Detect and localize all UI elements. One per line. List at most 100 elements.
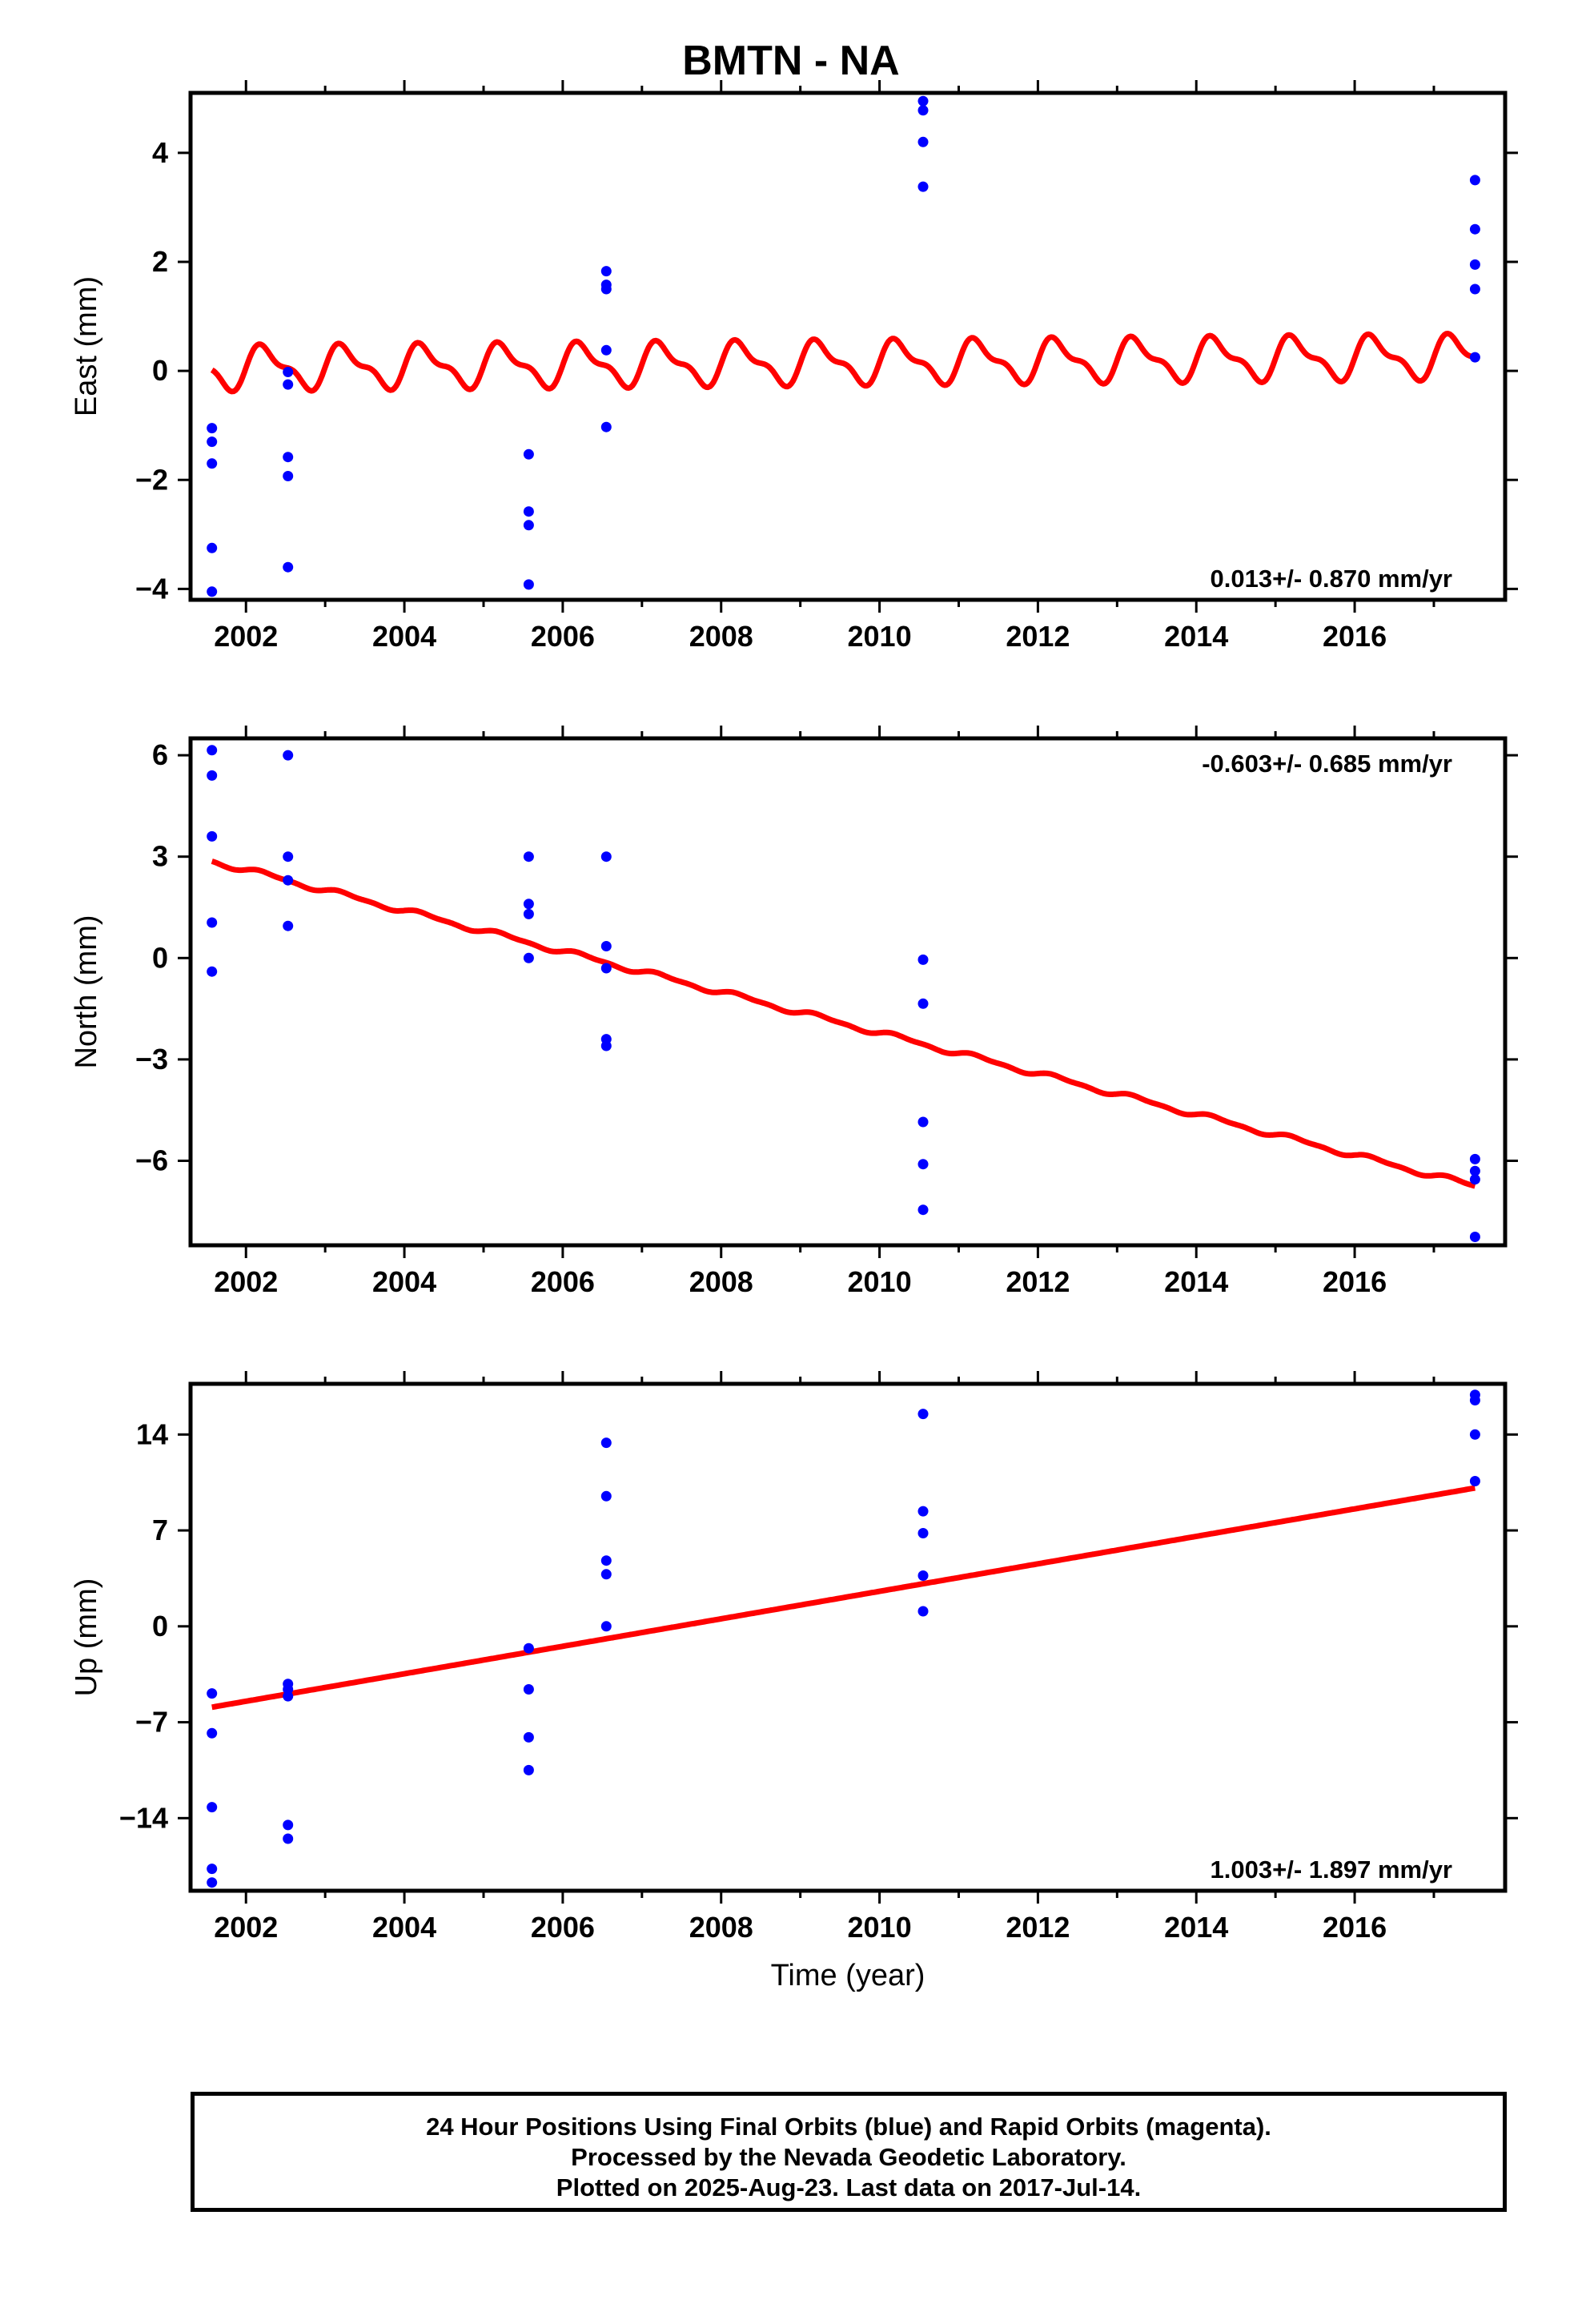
data-point	[1469, 259, 1480, 270]
data-point	[523, 899, 534, 910]
data-point	[1469, 1174, 1480, 1185]
data-point	[1469, 1232, 1480, 1242]
panel-up: 2002 2004 2006 2008 2010 2012 2014 2016 −14 −7 0 7 1…	[70, 1371, 1518, 1992]
data-point	[600, 1621, 612, 1632]
data-point	[917, 1116, 929, 1128]
data-point	[917, 954, 929, 965]
data-point	[283, 1819, 294, 1831]
data-point	[1469, 1476, 1480, 1486]
data-point	[600, 941, 612, 951]
x-tick-label: 2006	[531, 1265, 595, 1298]
data-point	[600, 1555, 612, 1566]
footer-caption-box: 24 Hour Positions Using Final Orbits (bl…	[191, 2092, 1507, 2212]
x-tick-label: 2006	[531, 1911, 595, 1944]
y-tick-label: 6	[152, 738, 168, 771]
data-point	[917, 998, 929, 1009]
panel-north: 2002 2004 2006 2008 2010 2012 2014 2016 −6 −3 0 3 6 N…	[70, 726, 1518, 1298]
data-point	[600, 344, 612, 356]
data-point	[1469, 1395, 1480, 1405]
data-point	[1469, 1429, 1480, 1440]
y-tick-label: −3	[135, 1043, 168, 1076]
x-tick-label: 2006	[531, 620, 595, 653]
data-point	[207, 917, 218, 928]
plot-frame	[188, 736, 1508, 1248]
data-point	[917, 95, 929, 107]
data-point	[917, 1204, 929, 1216]
x-tick-label: 2010	[848, 1911, 912, 1944]
data-point	[207, 1877, 218, 1888]
rate-annotation: 1.003+/- 1.897 mm/yr	[1211, 1856, 1452, 1884]
data-point	[600, 963, 612, 974]
x-tick-label: 2010	[848, 620, 912, 653]
plot-frame	[188, 1381, 1508, 1893]
data-point	[523, 1731, 534, 1743]
y-tick-label: 4	[152, 136, 168, 169]
data-point	[917, 105, 929, 116]
data-point	[283, 367, 294, 377]
y-tick-label: 7	[152, 1514, 168, 1546]
model-fit-line	[210, 331, 1476, 395]
x-tick-label: 2014	[1164, 1265, 1228, 1298]
data-point	[1469, 1165, 1480, 1176]
data-point	[283, 1833, 294, 1844]
data-point	[283, 471, 294, 481]
data-point	[1469, 352, 1480, 363]
data-point	[600, 421, 612, 432]
data-point	[917, 136, 929, 147]
data-point	[917, 1606, 929, 1617]
data-point	[207, 966, 218, 977]
data-point	[207, 745, 218, 756]
x-tick-label: 2004	[372, 1265, 436, 1298]
data-point	[523, 1642, 534, 1654]
panel-east: 2002 2004 2006 2008 2010 2012 2014 2016 −4 −2 0 2 4 E…	[70, 80, 1518, 653]
x-axis-label: Time (year)	[771, 1959, 926, 1992]
data-point	[523, 520, 534, 531]
y-tick-label: −14	[119, 1801, 168, 1834]
x-tick-label: 2010	[848, 1265, 912, 1298]
data-point	[917, 1506, 929, 1517]
x-tick-label: 2014	[1164, 1911, 1228, 1944]
x-tick-label: 2008	[689, 1265, 753, 1298]
x-tick-label: 2016	[1323, 1265, 1387, 1298]
x-tick-label: 2012	[1006, 1911, 1070, 1944]
data-point	[523, 448, 534, 460]
y-axis-label: North (mm)	[70, 915, 103, 1068]
x-tick-label: 2004	[372, 1911, 436, 1944]
data-point	[600, 1569, 612, 1580]
x-tick-label: 2008	[689, 1911, 753, 1944]
data-point	[917, 1409, 929, 1420]
x-tick-label: 2012	[1006, 620, 1070, 653]
x-tick-label: 2008	[689, 620, 753, 653]
data-point	[600, 283, 612, 295]
data-point	[1469, 283, 1480, 295]
data-point	[917, 1528, 929, 1538]
x-tick-label: 2012	[1006, 1265, 1070, 1298]
data-point	[600, 1490, 612, 1502]
y-tick-label: 0	[152, 941, 168, 974]
data-point	[283, 379, 294, 390]
data-point	[283, 452, 294, 463]
data-point	[523, 579, 534, 590]
data-point	[207, 830, 218, 842]
data-point	[523, 1764, 534, 1775]
data-point	[283, 561, 294, 573]
y-tick-label: 0	[152, 1610, 168, 1642]
data-point	[283, 1691, 294, 1702]
data-point	[207, 1802, 218, 1813]
chart-title: BMTN - NA	[682, 38, 900, 84]
x-tick-label: 2002	[214, 1265, 278, 1298]
x-tick-label: 2002	[214, 1911, 278, 1944]
data-point	[283, 875, 294, 886]
data-point	[600, 851, 612, 862]
data-point	[207, 770, 218, 781]
x-tick-label: 2014	[1164, 620, 1228, 653]
data-point	[207, 1688, 218, 1699]
data-point	[600, 1437, 612, 1449]
data-point	[207, 436, 218, 448]
x-tick-label: 2004	[372, 620, 436, 653]
y-tick-label: 3	[152, 840, 168, 873]
data-point	[917, 181, 929, 192]
data-point	[523, 908, 534, 919]
data-point	[207, 1864, 218, 1875]
